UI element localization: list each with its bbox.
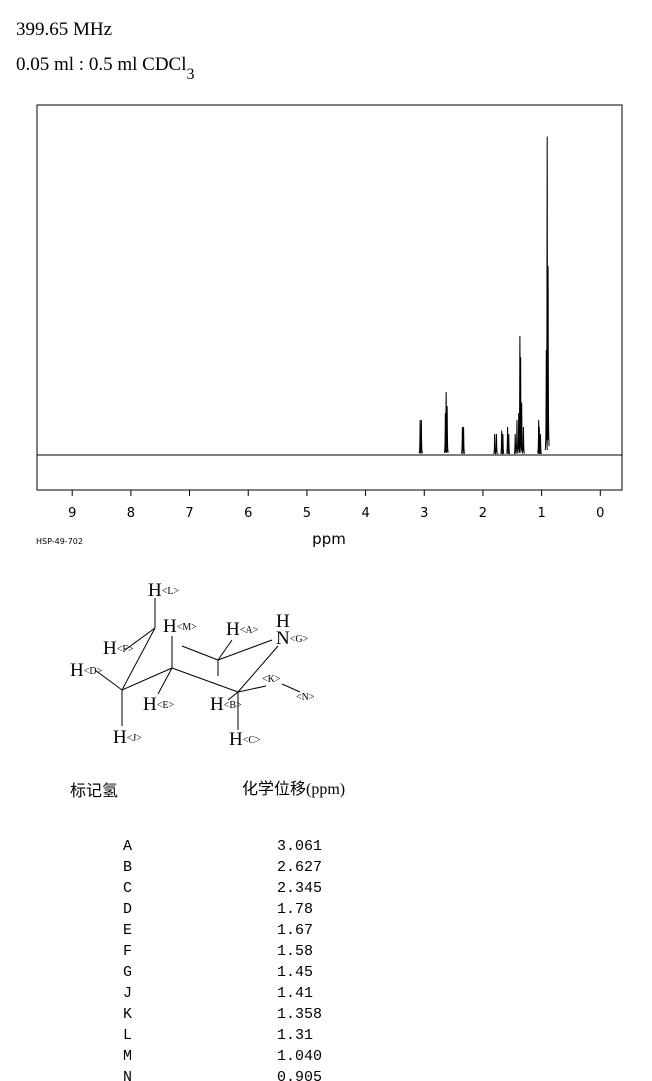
structure-bonds [94,598,301,730]
column-header: 标记氢 [70,782,118,800]
proton-label: D [123,901,132,918]
shift-value: 1.67 [277,922,313,939]
code: HSP-49-702 [36,537,83,546]
x-tick-label: 2 [479,506,487,521]
shift-value: 0.905 [277,1069,322,1081]
proton-label: G [123,964,132,981]
shift-value: 3.061 [277,838,322,855]
atom-tag: <J> [127,733,143,744]
atom-label: H<B> [210,694,242,715]
atom-label: H<D> [70,660,103,681]
atom: N [276,628,290,649]
peak [521,426,525,454]
x-tick-label: 9 [68,506,76,521]
atom: H [103,638,117,659]
proton-label: J [123,985,132,1002]
atom-label: H<E> [143,694,174,715]
peak [494,433,498,455]
peak [520,402,524,453]
atom-tag: <D> [84,666,103,677]
atom-tag: <A> [240,625,259,636]
proton-label: C [123,880,132,897]
proton-label: B [123,859,132,876]
atom-tag: <C> [243,735,261,746]
atom: H [163,616,177,637]
atom: H [226,619,240,640]
peak [501,433,505,455]
column-header: 化学位移(ppm) [242,780,345,798]
shift-value: 1.41 [277,985,313,1002]
atom-label: H<F> [103,638,134,659]
atom: H [210,694,224,715]
structure-labels: H<L>H<M> H<A> HN<G>H<F>H<D><K><N>H<E> H<B>H… [70,580,315,750]
proton-label: M [123,1048,132,1065]
peak [445,405,449,453]
atom-label: H [276,611,290,632]
atom-label: H<A> [226,619,259,640]
shift-value: 2.345 [277,880,322,897]
x-tick-label: 6 [244,506,252,521]
peak [538,433,542,455]
atom-label: H<M> [163,616,197,637]
spectrum: 9 8 7 6 5 4 3 2 1 0 [37,136,622,521]
x-tick-label: 4 [361,506,369,521]
atom: H [70,660,84,681]
shift-value: 2.627 [277,859,322,876]
plot-frame [36,104,623,491]
atom-label: N<G> [276,628,309,649]
shift-value: 1.040 [277,1048,322,1065]
atom-tag: <G> [290,634,309,645]
atom-tag: <M> [177,622,198,633]
proton-label: K [123,1006,132,1023]
atom-tag: <L> [162,586,180,597]
proton-label: F [123,943,132,960]
x-tick-label: 0 [596,506,604,521]
atom-tag: <E> [157,700,175,711]
atom: H [148,580,162,601]
frequency: 399.65 MHz [16,19,112,40]
peak [518,335,522,450]
x-tick-label: 1 [537,506,545,521]
subscript: 3 [187,66,195,83]
sample-text: 0.05 ml : 0.5 ml CDCl [16,54,187,75]
atom-tag: <B> [224,700,242,711]
atom-tag: <N> [296,692,315,703]
atom-label: <K> [262,674,281,685]
shift-value: 1.58 [277,943,313,960]
x-tick-label: 8 [127,506,135,521]
atom: H [276,611,290,632]
atom: H [143,694,157,715]
proton-label: N [123,1069,132,1081]
table: A 3.061 B 2.627 C 2.345 D 1.78 E 1.67 F 1.58 G 1.45 J 1… [123,838,322,1081]
shift-value: 1.45 [277,964,313,981]
proton-label: E [123,922,132,939]
atom: H [229,729,243,750]
atom-label: H<L> [148,580,179,601]
peak [517,412,521,454]
shift-value: 1.78 [277,901,313,918]
peak [507,433,511,455]
shift-value: 1.31 [277,1027,313,1044]
peak [537,419,541,454]
x-tick-label: 5 [303,506,311,521]
atom-tag: <K> [262,674,281,685]
proton-label: A [123,838,132,855]
atom-tag: <F> [117,644,134,655]
atom-label: H<J> [113,727,142,748]
atom-label: H<C> [229,729,261,750]
proton-label: L [123,1027,132,1044]
shift-value: 1.358 [277,1006,322,1023]
sample: 0.05 ml : 0.5 ml CDCl3 [16,54,195,83]
peak [462,426,466,454]
peak [546,265,550,447]
atom-label: <N> [296,692,315,703]
peak [419,419,423,454]
x-tick-label: 7 [185,506,193,521]
x-axis-label: ppm [312,530,346,548]
atom: H [113,727,127,748]
peak [493,433,497,455]
x-tick-label: 3 [420,506,428,521]
